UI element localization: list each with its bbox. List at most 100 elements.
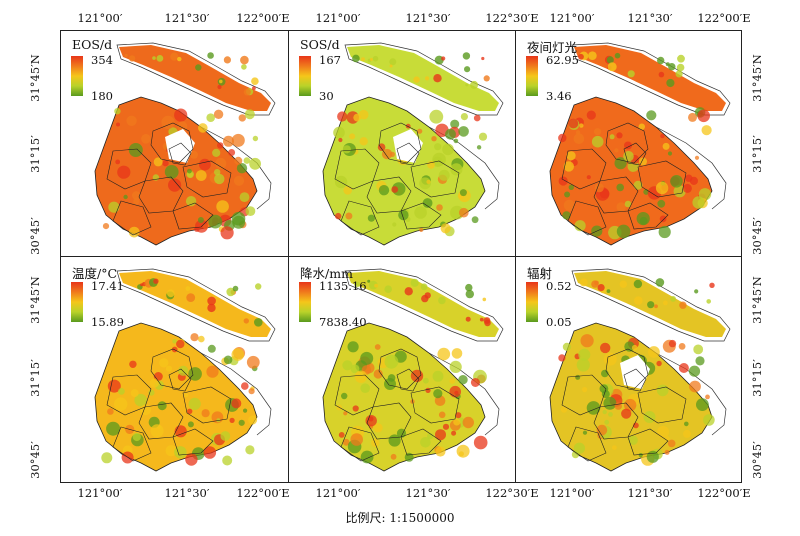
value-patch <box>564 191 571 198</box>
value-patch <box>244 109 255 120</box>
value-patch <box>441 56 446 61</box>
value-patch <box>658 225 671 239</box>
value-patch <box>187 421 194 428</box>
district-boundary <box>637 386 687 424</box>
value-patch <box>354 281 360 288</box>
value-patch <box>350 433 363 446</box>
value-patch <box>248 388 255 395</box>
top-tick-label: 121°00′ <box>315 11 361 25</box>
value-patch <box>449 385 461 398</box>
value-patch <box>217 84 222 90</box>
mainland-region <box>322 96 486 246</box>
value-patch <box>377 143 386 151</box>
legend-min: 3.46 <box>546 89 572 103</box>
value-patch <box>578 348 591 361</box>
value-patch <box>194 226 200 232</box>
value-patch <box>616 132 623 139</box>
value-patch <box>614 52 621 59</box>
value-patch <box>579 123 584 128</box>
legend-min: 0.05 <box>546 315 572 329</box>
value-patch <box>231 133 245 147</box>
value-patch <box>208 214 223 229</box>
value-patch <box>616 183 624 192</box>
value-patch <box>433 74 442 83</box>
value-patch <box>206 365 219 378</box>
value-patch <box>150 424 164 438</box>
value-patch <box>421 294 429 303</box>
value-patch <box>220 431 231 441</box>
value-patch <box>623 151 634 162</box>
value-patch <box>333 126 345 139</box>
district-boundary <box>112 426 152 462</box>
legend-colorbar <box>526 282 538 322</box>
value-patch <box>483 75 490 82</box>
value-patch <box>657 56 665 65</box>
island-outline <box>344 42 504 116</box>
panel-divider-horizontal <box>60 256 741 257</box>
value-patch <box>662 142 670 150</box>
panel-temperature: 温度/°C 17.41 15.89 <box>61 257 287 482</box>
value-patch <box>187 408 193 414</box>
district-boundary <box>182 386 232 424</box>
value-patch <box>234 156 243 165</box>
value-patch <box>473 435 488 450</box>
bottom-tick-label: 121°00′ <box>315 486 361 500</box>
value-patch <box>171 346 178 353</box>
value-patch <box>367 214 375 222</box>
panel-title: 温度/°C <box>72 266 118 281</box>
value-patch <box>438 296 446 305</box>
chongming-island <box>347 45 499 111</box>
value-patch <box>249 157 261 170</box>
value-patch <box>576 358 590 372</box>
value-patch <box>413 76 420 83</box>
district-boundary <box>150 122 194 164</box>
value-patch <box>197 217 204 223</box>
value-patch <box>207 52 214 59</box>
value-patch <box>688 112 697 122</box>
district-boundary <box>396 368 420 392</box>
value-patch <box>458 375 468 385</box>
value-patch <box>243 318 249 324</box>
value-patch <box>177 56 182 62</box>
value-patch <box>350 364 360 374</box>
value-patch <box>389 58 397 66</box>
district-boundary <box>567 200 607 236</box>
value-patch <box>606 289 611 293</box>
value-patch <box>187 168 192 174</box>
value-patch <box>694 289 699 294</box>
value-patch <box>117 165 131 179</box>
district-boundary <box>410 160 460 198</box>
value-patch <box>214 173 225 185</box>
value-patch <box>243 408 248 413</box>
value-patch <box>384 285 392 293</box>
value-patch <box>663 300 668 306</box>
value-patch <box>683 429 691 438</box>
district-boundary <box>410 386 460 424</box>
value-patch <box>647 301 655 309</box>
value-patch <box>445 128 456 140</box>
value-patch <box>417 128 423 134</box>
top-tick-label: 122°00′E <box>236 11 290 25</box>
value-patch <box>568 118 579 129</box>
value-patch <box>201 409 210 418</box>
map-night-light <box>549 42 731 246</box>
value-patch <box>563 161 574 172</box>
value-patch <box>558 133 567 143</box>
value-patch <box>573 442 585 454</box>
value-patch <box>352 54 360 63</box>
value-patch <box>631 344 638 351</box>
value-patch <box>338 137 343 143</box>
value-patch <box>184 393 189 398</box>
value-patch <box>149 378 159 388</box>
value-patch <box>442 143 454 156</box>
value-patch <box>203 446 217 459</box>
value-patch <box>601 390 610 399</box>
value-patch <box>165 445 177 457</box>
district-boundary <box>340 200 380 236</box>
value-patch <box>373 423 383 433</box>
value-patch <box>696 398 709 411</box>
value-patch <box>437 347 451 361</box>
value-patch <box>438 169 450 181</box>
value-patch <box>453 418 461 426</box>
value-patch <box>347 341 359 353</box>
